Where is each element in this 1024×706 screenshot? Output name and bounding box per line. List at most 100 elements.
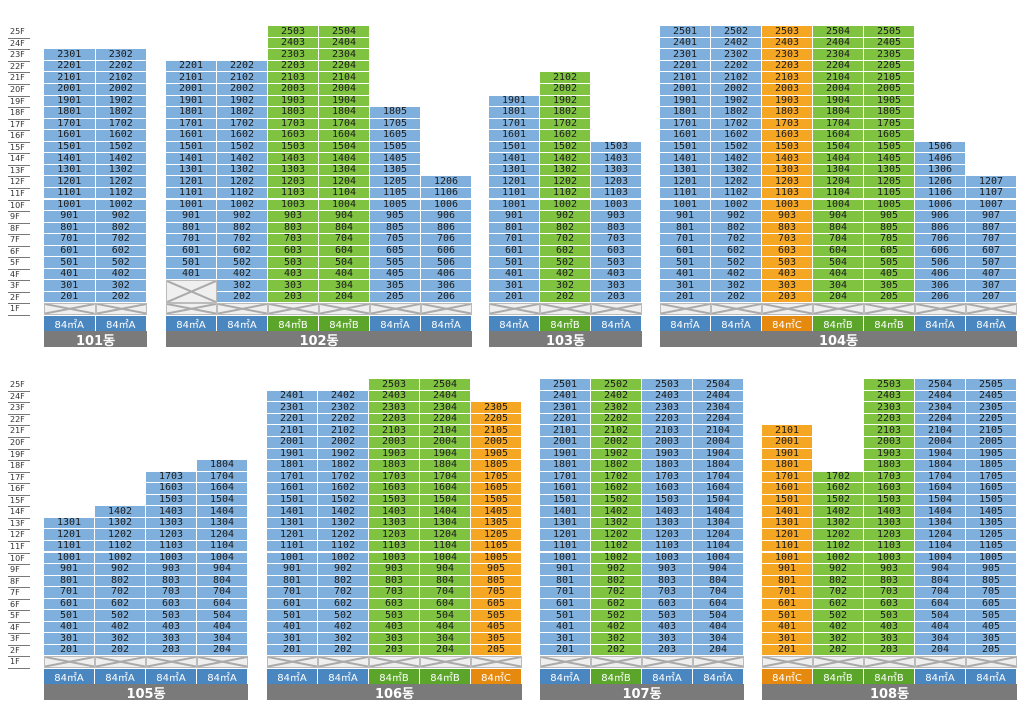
unit-cell: 1801 <box>489 107 540 119</box>
unit-cell: 1803 <box>864 460 915 472</box>
unit-cell: 2101 <box>540 425 591 437</box>
unit-cell: 802 <box>540 223 591 235</box>
unit-cell: 802 <box>711 223 762 235</box>
unit-cell: 405 <box>370 269 421 281</box>
unit-cell: 603 <box>591 246 642 258</box>
unit-cell: 2103 <box>268 72 319 84</box>
unit-cell: 2003 <box>369 437 420 449</box>
unit-cell: 1801 <box>762 460 813 472</box>
floor-label: 1F <box>10 304 20 314</box>
floor-tick <box>8 164 30 166</box>
unit-cell: 1901 <box>540 449 591 461</box>
unit-type-label: 84㎡B <box>864 316 915 331</box>
floor-tick <box>8 644 30 646</box>
pilotis-cell <box>95 656 146 668</box>
unit-cell: 2503 <box>268 26 319 38</box>
unit-cell: 1303 <box>591 165 642 177</box>
unit-cell: 803 <box>146 576 197 588</box>
unit-cell: 404 <box>319 269 370 281</box>
unit-cell: 1001 <box>44 199 96 212</box>
unit-cell: 1401 <box>489 153 540 165</box>
unit-cell: 2202 <box>217 61 268 73</box>
unit-cell: 803 <box>762 223 813 235</box>
floor-tick <box>8 448 30 450</box>
unit-cell: 402 <box>591 622 642 634</box>
unit-cell: 203 <box>268 292 319 304</box>
unit-cell: 2202 <box>591 414 642 426</box>
unit-cell: 702 <box>318 587 369 599</box>
unit-cell: 503 <box>762 257 813 269</box>
unit-type-label: 84㎡A <box>95 669 146 684</box>
unit-cell: 1003 <box>642 552 693 565</box>
unit-cell: 504 <box>319 257 370 269</box>
unit-cell: 2403 <box>762 38 813 50</box>
unit-cell: 1705 <box>864 119 915 131</box>
unit-cell: 903 <box>591 211 642 223</box>
unit-cell: 1403 <box>591 153 642 165</box>
pilotis-cell <box>370 303 421 315</box>
floor-tick <box>8 460 30 462</box>
unit-cell: 2203 <box>268 61 319 73</box>
unit-cell: 2504 <box>693 379 744 391</box>
unit-cell: 1203 <box>591 176 642 188</box>
unit-cell: 701 <box>762 587 813 599</box>
pilotis-cell <box>966 656 1017 668</box>
pilotis-cell <box>420 656 471 668</box>
unit-cell: 1504 <box>813 142 864 154</box>
unit-cell: 306 <box>421 280 472 292</box>
unit-cell: 1303 <box>268 165 319 177</box>
unit-cell: 1106 <box>421 188 472 200</box>
unit-cell: 902 <box>813 564 864 576</box>
unit-cell: 1105 <box>471 541 522 553</box>
unit-cell: 901 <box>489 211 540 223</box>
unit-cell: 1504 <box>693 495 744 507</box>
floor-label: 16F <box>10 484 25 494</box>
unit-cell: 205 <box>864 292 915 304</box>
unit-cell: 2303 <box>268 49 319 61</box>
unit-cell: 1905 <box>864 96 915 108</box>
unit-cell: 807 <box>966 223 1017 235</box>
unit-cell: 2404 <box>813 38 864 50</box>
unit-cell: 1305 <box>471 518 522 530</box>
unit-type-label: 84㎡B <box>268 316 319 331</box>
unit-cell: 405 <box>966 622 1017 634</box>
unit-cell: 501 <box>267 610 318 622</box>
unit-cell: 604 <box>197 599 248 611</box>
unit-cell: 1505 <box>864 142 915 154</box>
floor-tick <box>8 656 30 658</box>
unit-cell: 1006 <box>915 199 966 212</box>
unit-cell: 1205 <box>370 176 421 188</box>
unit-cell: 404 <box>420 622 471 634</box>
unit-cell: 1105 <box>864 188 915 200</box>
unit-cell: 1702 <box>217 119 268 131</box>
unit-cell: 1704 <box>915 472 966 484</box>
floor-label: 5F <box>10 611 20 621</box>
unit-cell: 702 <box>540 234 591 246</box>
unit-cell: 2302 <box>318 402 369 414</box>
floor-label: 10F <box>10 553 25 563</box>
unit-type-label: 84㎡A <box>318 669 369 684</box>
unit-cell: 201 <box>660 292 711 304</box>
unit-cell: 2304 <box>319 49 370 61</box>
unit-cell: 1005 <box>864 199 915 212</box>
unit-cell: 601 <box>44 599 95 611</box>
unit-cell: 505 <box>966 610 1017 622</box>
unit-cell: 1903 <box>268 96 319 108</box>
unit-cell: 1301 <box>540 518 591 530</box>
floor-label: 17F <box>10 119 25 129</box>
unit-cell: 2504 <box>813 26 864 38</box>
unit-cell: 702 <box>711 234 762 246</box>
unit-cell: 1101 <box>44 541 95 553</box>
floor-tick <box>8 494 30 496</box>
floor-tick <box>8 390 30 392</box>
unit-cell: 1104 <box>319 188 370 200</box>
unit-cell: 1203 <box>268 176 319 188</box>
unit-cell: 703 <box>591 234 642 246</box>
unit-cell: 605 <box>864 246 915 258</box>
floor-tick <box>8 425 30 427</box>
unit-type-label: 84㎡B <box>813 669 864 684</box>
unit-cell: 903 <box>146 564 197 576</box>
floor-tick <box>8 529 30 531</box>
unit-cell: 1005 <box>370 199 421 212</box>
unit-cell: 801 <box>762 576 813 588</box>
